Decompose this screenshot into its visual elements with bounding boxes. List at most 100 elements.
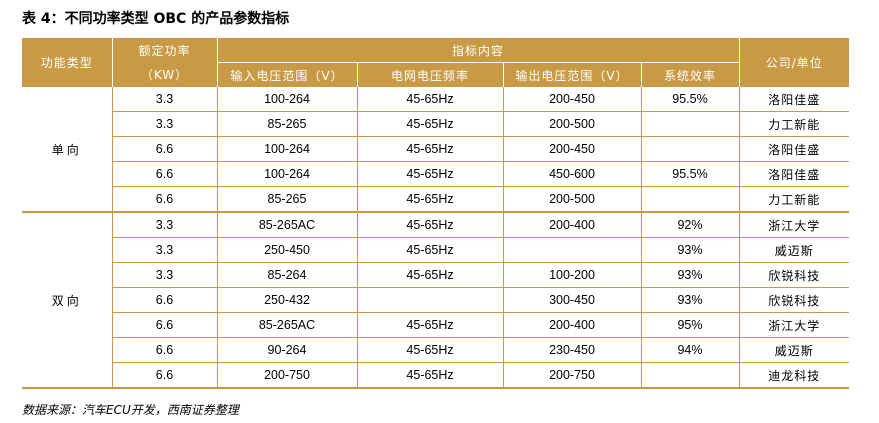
power-cell: 3.3 — [112, 237, 218, 263]
output-voltage-cell: 200-500 — [503, 186, 642, 213]
frequency-cell: 45-65Hz — [357, 362, 504, 389]
output-voltage-cell: 450-600 — [503, 161, 642, 187]
table-row: 双向 3.3 85-265AC 45-65Hz 200-400 92% 浙江大学 — [22, 212, 850, 389]
frequency-cell: 45-65Hz — [357, 237, 504, 263]
efficiency-cell — [641, 186, 740, 213]
power-cell: 6.6 — [112, 312, 218, 338]
frequency-cell: 45-65Hz — [357, 161, 504, 187]
input-voltage-cell: 250-432 — [217, 287, 358, 313]
efficiency-cell: 94% — [641, 337, 740, 363]
company-cell: 洛阳佳盛 — [739, 136, 850, 162]
output-voltage-cell: 200-450 — [503, 136, 642, 162]
table-caption: 表 4：不同功率类型 OBC 的产品参数指标 — [22, 11, 290, 27]
frequency-cell: 45-65Hz — [357, 337, 504, 363]
obc-spec-table: 功能类型 额定功率 指标内容 公司/单位 （KW） 输入电压范围（V） 电网电压… — [22, 38, 850, 389]
table-row: 3.3 85-264 45-65Hz 100-200 93% 欣锐科技 — [22, 262, 850, 288]
power-cell: 6.6 — [112, 161, 218, 187]
company-cell: 威迈斯 — [739, 337, 850, 363]
table-row: 3.3 85-265 45-65Hz 200-500 力工新能 — [22, 111, 850, 137]
table-row: 6.6 250-432 300-450 93% 欣锐科技 — [22, 287, 850, 313]
power-cell: 3.3 — [112, 262, 218, 288]
frequency-cell — [357, 287, 504, 313]
efficiency-cell: 93% — [641, 262, 740, 288]
input-voltage-cell: 250-450 — [217, 237, 358, 263]
input-voltage-cell: 85-264 — [217, 262, 358, 288]
efficiency-cell — [641, 362, 740, 389]
power-cell: 6.6 — [112, 136, 218, 162]
efficiency-cell — [641, 111, 740, 137]
frequency-cell: 45-65Hz — [357, 262, 504, 288]
input-voltage-cell: 85-265 — [217, 111, 358, 137]
header-output-voltage: 输出电压范围（V） — [503, 62, 642, 87]
company-cell: 洛阳佳盛 — [739, 87, 850, 112]
company-cell: 欣锐科技 — [739, 262, 850, 288]
output-voltage-cell: 100-200 — [503, 262, 642, 288]
input-voltage-cell: 100-264 — [217, 136, 358, 162]
power-cell: 6.6 — [112, 186, 218, 213]
output-voltage-cell — [503, 237, 642, 263]
header-power-line1: 额定功率 — [112, 38, 218, 63]
efficiency-cell: 95.5% — [641, 87, 740, 112]
output-voltage-cell: 300-450 — [503, 287, 642, 313]
power-cell: 6.6 — [112, 362, 218, 389]
frequency-cell: 45-65Hz — [357, 111, 504, 137]
output-voltage-cell: 200-400 — [503, 212, 642, 238]
frequency-cell: 45-65Hz — [357, 212, 504, 238]
efficiency-cell: 93% — [641, 237, 740, 263]
table-row: 3.3 250-450 45-65Hz 93% 威迈斯 — [22, 237, 850, 263]
company-cell: 欣锐科技 — [739, 287, 850, 313]
input-voltage-cell: 90-264 — [217, 337, 358, 363]
input-voltage-cell: 100-264 — [217, 87, 358, 112]
input-voltage-cell: 100-264 — [217, 161, 358, 187]
table-row: 6.6 85-265AC 45-65Hz 200-400 95% 浙江大学 — [22, 312, 850, 338]
type-cell: 双向 — [22, 212, 113, 389]
header-power-line2: （KW） — [112, 62, 218, 87]
output-voltage-cell: 200-450 — [503, 87, 642, 112]
header-spec-group: 指标内容 — [217, 38, 740, 63]
table-row: 单向 3.3 100-264 45-65Hz 200-450 95.5% 洛阳佳盛 — [22, 87, 850, 213]
input-voltage-cell: 85-265AC — [217, 312, 358, 338]
company-cell: 力工新能 — [739, 111, 850, 137]
efficiency-cell: 92% — [641, 212, 740, 238]
company-cell: 浙江大学 — [739, 212, 850, 238]
company-cell: 力工新能 — [739, 186, 850, 213]
output-voltage-cell: 200-750 — [503, 362, 642, 389]
input-voltage-cell: 85-265AC — [217, 212, 358, 238]
company-cell: 迪龙科技 — [739, 362, 850, 389]
output-voltage-cell: 230-450 — [503, 337, 642, 363]
power-cell: 3.3 — [112, 87, 218, 112]
header-company: 公司/单位 — [739, 38, 850, 87]
frequency-cell: 45-65Hz — [357, 136, 504, 162]
input-voltage-cell: 85-265 — [217, 186, 358, 213]
table-header: 功能类型 额定功率 指标内容 公司/单位 （KW） 输入电压范围（V） 电网电压… — [22, 38, 850, 87]
table-row: 6.6 85-265 45-65Hz 200-500 力工新能 — [22, 186, 850, 213]
efficiency-cell: 93% — [641, 287, 740, 313]
table-row: 6.6 100-264 45-65Hz 200-450 洛阳佳盛 — [22, 136, 850, 162]
frequency-cell: 45-65Hz — [357, 186, 504, 213]
output-voltage-cell: 200-500 — [503, 111, 642, 137]
efficiency-cell: 95% — [641, 312, 740, 338]
header-type: 功能类型 — [22, 38, 113, 87]
header-efficiency: 系统效率 — [641, 62, 740, 87]
efficiency-cell — [641, 136, 740, 162]
input-voltage-cell: 200-750 — [217, 362, 358, 389]
output-voltage-cell: 200-400 — [503, 312, 642, 338]
table-row: 6.6 200-750 45-65Hz 200-750 迪龙科技 — [22, 362, 850, 389]
header-input-voltage: 输入电压范围（V） — [217, 62, 358, 87]
company-cell: 浙江大学 — [739, 312, 850, 338]
table-row: 6.6 100-264 45-65Hz 450-600 95.5% 洛阳佳盛 — [22, 161, 850, 187]
header-grid-frequency: 电网电压频率 — [357, 62, 504, 87]
company-cell: 洛阳佳盛 — [739, 161, 850, 187]
table-row: 6.6 90-264 45-65Hz 230-450 94% 威迈斯 — [22, 337, 850, 363]
type-cell: 单向 — [22, 87, 113, 213]
source-note: 数据来源：汽车ECU开发，西南证券整理 — [22, 403, 239, 417]
efficiency-cell: 95.5% — [641, 161, 740, 187]
power-cell: 3.3 — [112, 111, 218, 137]
table-body: 单向 3.3 100-264 45-65Hz 200-450 95.5% 洛阳佳盛 3.3 85… — [22, 87, 850, 389]
frequency-cell: 45-65Hz — [357, 312, 504, 338]
power-cell: 3.3 — [112, 212, 218, 238]
power-cell: 6.6 — [112, 337, 218, 363]
frequency-cell: 45-65Hz — [357, 87, 504, 112]
power-cell: 6.6 — [112, 287, 218, 313]
company-cell: 威迈斯 — [739, 237, 850, 263]
